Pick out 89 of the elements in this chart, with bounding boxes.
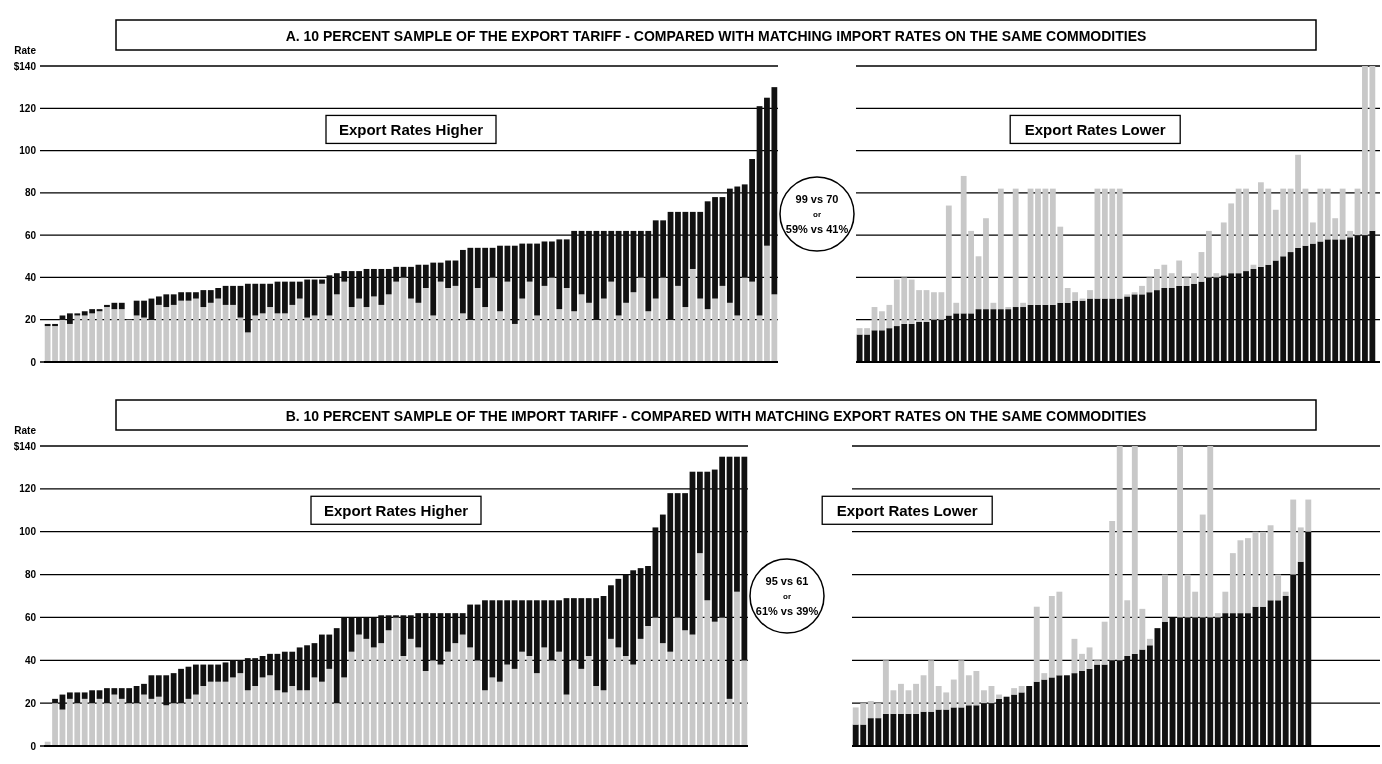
- y-tick-label: 80: [24, 187, 37, 199]
- bar: [1139, 294, 1145, 362]
- y-tick-label: 100: [19, 526, 37, 538]
- text: 59% vs 41%: [785, 222, 849, 235]
- y-tick-label: $140: [13, 60, 37, 72]
- bar: [1094, 664, 1101, 746]
- text: 95 vs 61: [765, 574, 809, 587]
- annotation: Export Rates Lower: [836, 501, 978, 519]
- bar: [393, 615, 399, 618]
- y-axis-title: Rate: [14, 45, 37, 56]
- bar: [1191, 273, 1197, 284]
- bar: [645, 626, 651, 746]
- bar: [1245, 538, 1251, 614]
- y-axis-title: Rate: [14, 425, 37, 436]
- y-tick-label: 40: [24, 654, 37, 666]
- annotation: Export Rates Higher: [323, 501, 469, 519]
- bar: [645, 566, 651, 626]
- y-tick-label: $140: [13, 440, 37, 452]
- bar: [408, 266, 414, 299]
- y-tick-label: 60: [24, 229, 37, 241]
- bar: [913, 683, 919, 714]
- y-tick-label: 120: [19, 102, 37, 114]
- bar: [319, 283, 325, 362]
- bar: [1018, 686, 1025, 693]
- text: 99 vs 70: [795, 192, 839, 205]
- bar: [1079, 653, 1085, 671]
- bar: [1162, 574, 1168, 622]
- bar: [1282, 591, 1289, 596]
- annotation: Export Rates Lower: [1024, 120, 1166, 138]
- y-tick-label: 20: [24, 314, 37, 326]
- bar: [52, 698, 58, 704]
- bar: [1260, 531, 1266, 607]
- bar: [898, 683, 904, 714]
- bar: [1183, 277, 1190, 286]
- bar: [1079, 671, 1085, 746]
- bar: [913, 713, 919, 746]
- bar: [1191, 283, 1197, 362]
- bar: [1094, 660, 1101, 665]
- bar: [267, 653, 273, 676]
- bar: [1139, 285, 1145, 295]
- bar: [1290, 499, 1297, 575]
- bar: [267, 675, 273, 746]
- bar: [222, 662, 229, 682]
- bar: [408, 298, 414, 362]
- y-tick-label: 80: [24, 569, 37, 581]
- bar: [1177, 617, 1183, 746]
- bar: [1035, 188, 1041, 305]
- text: or: [813, 209, 821, 219]
- bar: [59, 315, 66, 320]
- y-tick-label: 120: [19, 483, 37, 495]
- y-tick-label: 100: [19, 145, 37, 157]
- bar: [519, 600, 525, 652]
- bar: [319, 279, 325, 284]
- bar: [1087, 298, 1093, 362]
- bar: [141, 683, 147, 695]
- bar: [1063, 675, 1070, 746]
- annotation: Export Rates Higher: [338, 120, 484, 138]
- bar: [1214, 613, 1221, 618]
- bar: [1087, 290, 1093, 299]
- bar: [1011, 688, 1018, 695]
- bar: [1222, 591, 1229, 614]
- chart-title: A. 10 PERCENT SAMPLE OF THE EXPORT TARIFF - COMPARED WITH MATCHING IMPORT RATES ON THE SAME COMMODITIES: [285, 28, 1147, 44]
- bar: [1035, 304, 1041, 362]
- text: 61% vs 39%: [755, 604, 819, 617]
- y-tick-label: 20: [24, 697, 37, 709]
- y-tick-label: 40: [24, 271, 37, 283]
- bar: [185, 292, 192, 301]
- bar: [898, 713, 904, 746]
- bar: [980, 703, 987, 746]
- bar: [141, 694, 147, 746]
- bar: [996, 698, 1002, 746]
- bar: [497, 311, 503, 362]
- chart-title: B. 10 PERCENT SAMPLE OF THE IMPORT TARIFF - COMPARED WITH MATCHING EXPORT RATES ON THE SAME COMMODITIES: [285, 408, 1147, 424]
- bar: [996, 694, 1002, 699]
- bar: [118, 302, 125, 310]
- text: or: [783, 591, 791, 601]
- y-tick-label: 0: [30, 740, 37, 752]
- y-tick-label: 60: [24, 611, 37, 623]
- bar: [1146, 638, 1153, 646]
- bar: [393, 617, 399, 746]
- bar: [519, 651, 525, 746]
- bar: [1162, 621, 1168, 746]
- bar: [497, 245, 503, 312]
- bar: [1177, 446, 1183, 618]
- bar: [1245, 613, 1251, 746]
- bar: [96, 690, 103, 699]
- bar: [1260, 606, 1266, 746]
- y-tick-label: 0: [30, 356, 37, 368]
- bar: [980, 690, 987, 704]
